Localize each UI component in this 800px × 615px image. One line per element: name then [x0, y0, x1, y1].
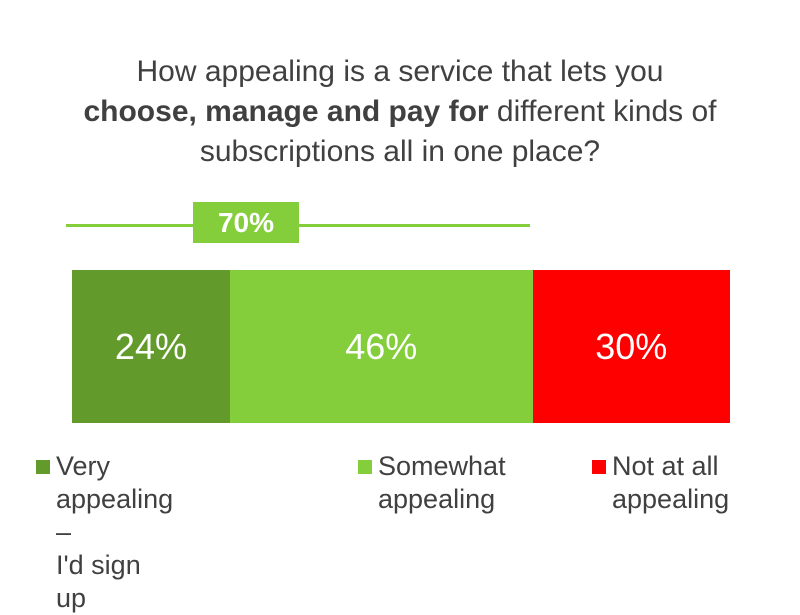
title-rest: different kinds of subscriptions all in … — [199, 95, 717, 168]
legend-label: Very appealing – I'd sign up — [56, 451, 174, 613]
legend-swatch — [358, 460, 372, 474]
title-bold-phrase: choose, manage and pay for — [83, 95, 489, 128]
legend-swatch — [36, 460, 50, 474]
total-appealing-label: 70% — [193, 202, 299, 243]
bar-segment-label: 24% — [114, 325, 187, 367]
bar-segment-label: 46% — [345, 325, 418, 367]
total-bracket-line-right — [299, 224, 530, 227]
stacked-bar: 24% 46% 30% — [72, 270, 730, 423]
bar-segment-2: 30% — [532, 270, 730, 423]
title-line-1: How appealing is a service that lets you — [136, 55, 664, 88]
bar-segment-1: 46% — [229, 270, 533, 423]
chart-title: How appealing is a service that lets you… — [40, 52, 760, 172]
total-bracket-line-left — [66, 224, 193, 227]
bar-segment-0: 24% — [72, 270, 230, 423]
bar-segment-label: 30% — [595, 325, 668, 367]
legend-label: Somewhat appealing — [378, 451, 506, 514]
legend-label: Not at all appealing — [612, 451, 730, 514]
legend-swatch — [592, 460, 606, 474]
